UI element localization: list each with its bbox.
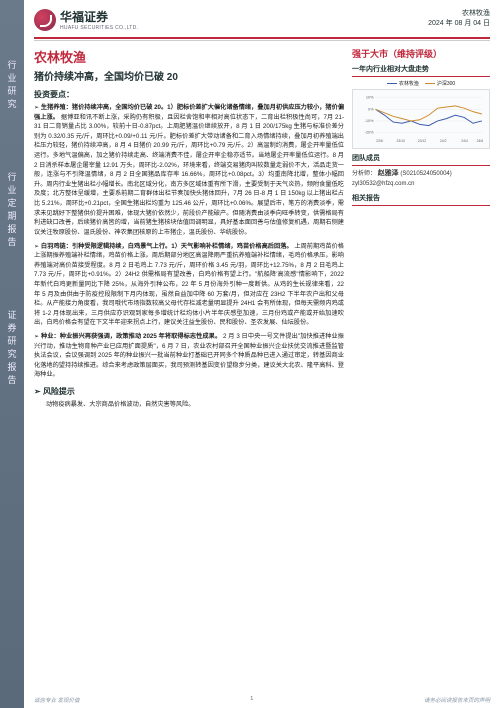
analyst-cert: (S0210524050004): [400, 171, 451, 177]
title-sector: 农林牧渔: [34, 47, 344, 66]
bullet-2: ➢ 白羽鸡链：引种受限逻辑持续，白鸡景气上行。1）天气影响补栏情绪，鸡苗价格高后…: [34, 242, 344, 328]
footer-right: 请务必阅读报告末页的声明: [424, 696, 490, 704]
logo-block: 华福证券 HUAFU SECURITIES CO.,LTD.: [34, 8, 138, 31]
header: 华福证券 HUAFU SECURITIES CO.,LTD. 农林牧渔 2024…: [34, 8, 490, 31]
sector-label: 农林牧渔: [428, 8, 490, 18]
svg-text:24/2: 24/2: [440, 139, 447, 143]
analyst-name: 赵雅泽: [378, 170, 399, 177]
footer: 诚信专业 发现价值 1 请务必阅读报告末页的声明: [24, 696, 500, 704]
rule-thin: [34, 40, 490, 41]
legend-series-b: 沪深300: [425, 80, 455, 87]
svg-text:24/6: 24/6: [477, 139, 484, 143]
rating-badge: 强于大市（维持评级）: [352, 47, 490, 60]
team-block: 分析师： 赵雅泽 (S0210524050004) zyl30532@hfzq.…: [352, 169, 490, 189]
svg-text:23/10: 23/10: [396, 139, 405, 143]
sidebar: 行业研究 行业定期报告 证券研究报告: [0, 0, 24, 708]
brand-en: HUAFU SECURITIES CO.,LTD.: [60, 25, 138, 31]
chart-heading: 一年内行业相对大盘走势: [352, 64, 490, 77]
chart-legend: 农林牧渔 沪深300: [352, 80, 490, 87]
logo-icon: [34, 9, 56, 31]
bullet-1: ➢ 生猪养殖：猪价持续冲高，全国均价已破 20。1）肥标价差扩大催化诸备情绪，叠…: [34, 103, 344, 238]
performance-chart: 10% 0% -10% -20% 23/8 23/10 23/12 24/2 24/4 24…: [352, 89, 490, 149]
svg-text:-20%: -20%: [365, 131, 375, 135]
related-heading: 相关报告: [352, 193, 490, 206]
svg-text:0%: 0%: [368, 107, 374, 111]
brand-zh: 华福证券: [60, 8, 138, 25]
svg-text:10%: 10%: [366, 96, 374, 100]
bullet-2-body: 上周前期鸡苗价格上涨期振养殖端补栏情绪，鸡苗价格上涨。周后期部分地区高温降雨严重…: [34, 243, 344, 327]
section-invest-points: 投资要点：: [34, 89, 344, 100]
rule-accent: [34, 37, 490, 39]
sidebar-label-3: 证券研究报告: [6, 310, 19, 388]
bullet-3: ➢ 种业：种业振兴再获强调，政策推动 2025 年将取得标志性成果。 2 月 3…: [34, 332, 344, 380]
report-date: 2024 年 08 月 04 日: [428, 18, 490, 28]
footer-left: 诚信专业 发现价值: [34, 696, 80, 704]
risk-heading: ➢ 风险提示: [34, 386, 344, 397]
svg-text:23/12: 23/12: [418, 139, 427, 143]
svg-text:23/8: 23/8: [376, 139, 383, 143]
content-left: 农林牧渔 猪价持续冲高，全国均价已破 20 投资要点： ➢ 生猪养殖：猪价持续冲…: [34, 47, 344, 708]
main-column: 华福证券 HUAFU SECURITIES CO.,LTD. 农林牧渔 2024…: [24, 0, 500, 708]
page-number: 1: [237, 696, 267, 704]
analyst-role: 分析师：: [352, 171, 376, 177]
legend-series-a: 农林牧渔: [387, 80, 419, 87]
title-headline: 猪价持续冲高，全国均价已破 20: [34, 68, 344, 83]
bullet-1-body: 据博亚和讯不断上涨，采购仍有积极，且因栏舍饱和率相对高位状态下，二育出栏积极性尚…: [34, 114, 344, 236]
risk-body: 动物疫病暴发、大宗商品价格波动，自然灾害等风险。: [34, 400, 344, 410]
svg-text:24/4: 24/4: [461, 139, 468, 143]
sidebar-label-2: 行业定期报告: [6, 172, 19, 250]
content-right: 强于大市（维持评级） 一年内行业相对大盘走势 农林牧渔 沪深300 10% 0%: [352, 47, 490, 708]
svg-text:-10%: -10%: [365, 119, 375, 123]
team-heading: 团队成员: [352, 153, 490, 166]
bullet-3-lead: 种业：种业振兴再获强调，政策推动 2025 年将取得标志性成果。: [41, 333, 221, 340]
analyst-email: zyl30532@hfzq.com.cn: [352, 181, 414, 187]
bullet-2-lead: 白羽鸡链：引种受限逻辑持续，白鸡景气上行。1）天气影响补栏情绪，鸡苗价格高后回落…: [41, 243, 293, 250]
sidebar-label-1: 行业研究: [6, 60, 19, 112]
header-right: 农林牧渔 2024 年 08 月 04 日: [428, 8, 490, 28]
